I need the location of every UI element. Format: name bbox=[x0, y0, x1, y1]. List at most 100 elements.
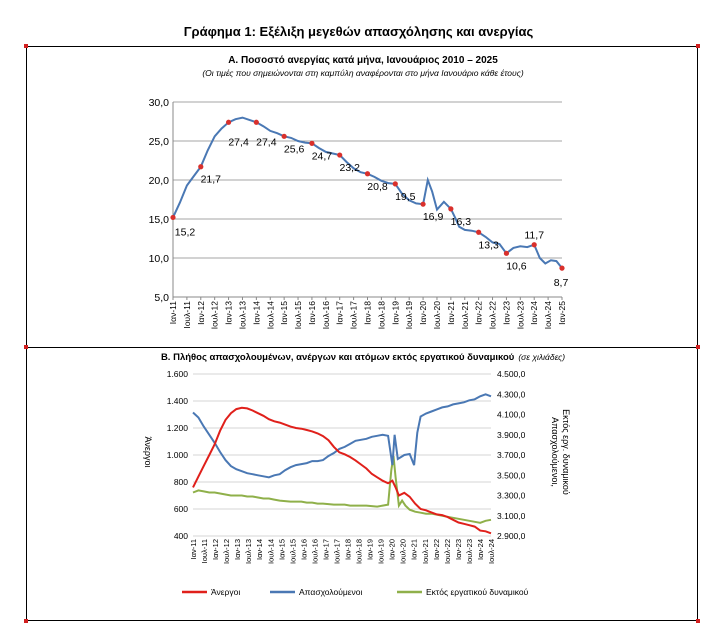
data-point-marker bbox=[364, 171, 371, 177]
x-tick-label: Ιουλ-20 bbox=[399, 539, 408, 564]
x-tick-label: Ιουλ-20 bbox=[432, 301, 442, 330]
x-tick-label: Ιουλ-11 bbox=[200, 539, 209, 563]
x-tick-label: Ιουλ-16 bbox=[321, 301, 331, 330]
left-y-tick-label: 1.200 bbox=[167, 423, 189, 433]
x-tick-label: Ιαν-15 bbox=[279, 301, 289, 325]
right-axis-label-line1: Απασχολούμενοι, bbox=[550, 417, 560, 487]
x-tick-label: Ιουλ-24 bbox=[487, 539, 496, 564]
y-tick-label: 25,0 bbox=[149, 136, 170, 148]
data-label: 10,6 bbox=[506, 260, 527, 272]
y-tick-label: 10,0 bbox=[149, 253, 170, 265]
x-tick-label: Ιαν-24 bbox=[476, 539, 485, 560]
left-y-tick-label: 1.400 bbox=[167, 396, 189, 406]
data-label: 27,4 bbox=[228, 136, 249, 148]
right-y-tick-label: 2.900,0 bbox=[497, 531, 526, 541]
y-tick-label: 15,0 bbox=[149, 214, 170, 226]
unemployment-rate-chart: Α. Ποσοστό ανεργίας κατά μήνα, Ιανουάριο… bbox=[149, 55, 569, 330]
x-tick-label: Ιουλ-18 bbox=[355, 539, 364, 564]
x-tick-label: Ιουλ-14 bbox=[265, 301, 275, 330]
selection-handle bbox=[696, 619, 700, 623]
legend-label: Απασχολούμενοι bbox=[299, 587, 363, 597]
x-tick-label: Ιουλ-22 bbox=[488, 301, 498, 330]
data-label: 11,7 bbox=[524, 230, 544, 242]
x-tick-label: Ιουλ-21 bbox=[460, 301, 470, 330]
x-tick-label: Ιουλ-24 bbox=[543, 301, 553, 330]
unemployment-rate-line bbox=[172, 116, 563, 269]
x-tick-label: Ιαν-24 bbox=[529, 301, 539, 325]
right-y-tick-label: 3.900,0 bbox=[497, 430, 526, 440]
chart-subtitle: (Οι τιμές που σημειώνονται στη καμπύλη α… bbox=[202, 68, 523, 78]
data-point-marker bbox=[309, 140, 315, 146]
x-tick-label: Ιαν-11 bbox=[189, 539, 198, 559]
x-tick-label: Ιαν-20 bbox=[418, 301, 428, 325]
x-tick-label: Ιουλ-15 bbox=[293, 301, 303, 330]
x-tick-label: Ιουλ-17 bbox=[332, 539, 341, 564]
left-y-tick-label: 1.600 bbox=[167, 369, 189, 379]
x-tick-label: Ιουλ-18 bbox=[376, 301, 386, 330]
left-y-tick-label: 800 bbox=[174, 477, 188, 487]
selection-handle bbox=[696, 345, 700, 349]
data-label: 27,4 bbox=[256, 136, 277, 148]
data-point-marker bbox=[170, 214, 176, 221]
data-point-marker bbox=[392, 181, 398, 187]
right-y-tick-label: 3.300,0 bbox=[497, 491, 526, 501]
x-tick-label: Ιαν-21 bbox=[410, 539, 419, 560]
data-point-marker bbox=[198, 164, 204, 170]
data-point-marker bbox=[225, 119, 232, 125]
y-tick-label: 5,0 bbox=[154, 292, 169, 304]
x-tick-label: Ιαν-18 bbox=[363, 301, 373, 325]
y-tick-label: 30,0 bbox=[149, 97, 170, 109]
selection-handle bbox=[24, 345, 28, 349]
x-tick-label: Ιουλ-13 bbox=[244, 539, 253, 564]
legend-label: Εκτός εργατικού δυναμικού bbox=[426, 587, 529, 597]
page-title: Γράφημα 1: Εξέλιξη μεγεθών απασχόλησης κ… bbox=[183, 24, 534, 39]
x-tick-label: Ιαν-22 bbox=[432, 539, 441, 560]
employed-line bbox=[192, 393, 492, 479]
x-tick-label: Ιαν-15 bbox=[277, 539, 286, 560]
inactive-line bbox=[192, 455, 492, 524]
x-tick-label: Ιαν-19 bbox=[366, 539, 375, 560]
x-tick-label: Ιαν-13 bbox=[233, 539, 242, 560]
unemployed-line bbox=[192, 406, 492, 535]
right-axis-label-line2: Εκτός εργ. δυναμικού bbox=[561, 409, 571, 495]
x-tick-label: Ιαν-17 bbox=[321, 539, 330, 560]
x-tick-label: Ιαν-17 bbox=[335, 301, 345, 325]
left-y-tick-label: 1.000 bbox=[167, 450, 189, 460]
data-point-marker bbox=[253, 119, 259, 125]
y-tick-label: 20,0 bbox=[149, 175, 170, 187]
data-label: 8,7 bbox=[554, 277, 569, 289]
data-label: 16,3 bbox=[451, 216, 472, 228]
data-label: 19,5 bbox=[395, 191, 416, 203]
x-tick-label: Ιουλ-11 bbox=[182, 301, 192, 329]
data-point-marker bbox=[476, 229, 482, 235]
data-point-marker bbox=[337, 152, 343, 158]
left-y-tick-label: 400 bbox=[174, 531, 188, 541]
right-y-tick-label: 4.300,0 bbox=[497, 389, 526, 399]
data-label: 24,7 bbox=[312, 150, 333, 162]
x-tick-label: Ιαν-19 bbox=[390, 301, 400, 325]
x-tick-label: Ιουλ-12 bbox=[210, 301, 220, 330]
left-y-tick-label: 600 bbox=[174, 504, 188, 514]
data-label: 25,6 bbox=[284, 143, 305, 155]
x-tick-label: Ιαν-11 bbox=[168, 301, 178, 324]
x-tick-label: Ιαν-12 bbox=[196, 301, 206, 325]
right-y-tick-label: 3.700,0 bbox=[497, 450, 526, 460]
chart-panel-population-levels: Β. Πλήθος απασχολουμένων, ανέργων και ατ… bbox=[24, 345, 700, 623]
x-tick-label: Ιουλ-15 bbox=[288, 539, 297, 564]
legend-label: Άνεργοι bbox=[211, 587, 240, 597]
x-tick-label: Ιουλ-21 bbox=[421, 539, 430, 564]
data-point-marker bbox=[503, 250, 510, 256]
x-tick-label: Ιουλ-19 bbox=[404, 301, 414, 330]
x-tick-label: Ιαν-13 bbox=[224, 301, 234, 325]
chart-title: Β. Πλήθος απασχολουμένων, ανέργων και ατ… bbox=[161, 352, 565, 363]
x-tick-label: Ιαν-21 bbox=[446, 301, 456, 325]
x-tick-label: Ιαν-14 bbox=[251, 301, 261, 325]
data-label: 21,7 bbox=[201, 174, 222, 186]
data-point-marker bbox=[420, 201, 426, 207]
chart-panel-unemployment-rate: Α. Ποσοστό ανεργίας κατά μήνα, Ιανουάριο… bbox=[24, 44, 700, 348]
right-y-tick-label: 4.100,0 bbox=[497, 410, 526, 420]
selection-handle bbox=[696, 44, 700, 48]
data-point-marker bbox=[448, 206, 454, 212]
x-tick-label: Ιαν-12 bbox=[211, 539, 220, 560]
x-tick-label: Ιουλ-17 bbox=[349, 301, 359, 330]
